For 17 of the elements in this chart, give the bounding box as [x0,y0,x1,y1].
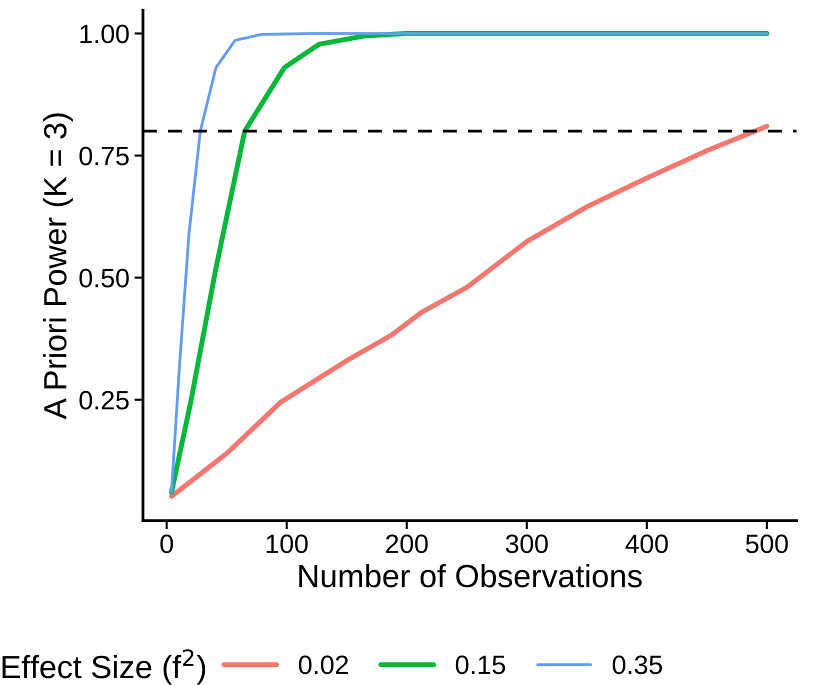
x-tick-label: 0 [160,534,173,554]
legend-title: Effect Size (f$^{2}$) [2,649,206,685]
legend-label: 0.15 [456,656,506,674]
x-tick-label: 200 [386,534,428,554]
y-axis-title: A Priori Power (K = 3) [43,113,73,420]
x-tick-label: 500 [746,534,788,554]
x-axis-title: Number of Observations [299,564,642,588]
legend-label: 0.35 [612,656,662,674]
legend-label: 0.02 [298,656,348,674]
x-tick-label: 400 [625,534,668,554]
x-tick-label: 300 [506,534,548,554]
y-tick-label: 0.25 [79,390,129,410]
y-tick-label: 0.50 [79,268,129,288]
y-tick-label: 1.00 [80,24,129,44]
y-tick-label: 0.75 [79,146,129,166]
x-tick-label: 100 [266,534,308,554]
line-series [169,124,770,499]
